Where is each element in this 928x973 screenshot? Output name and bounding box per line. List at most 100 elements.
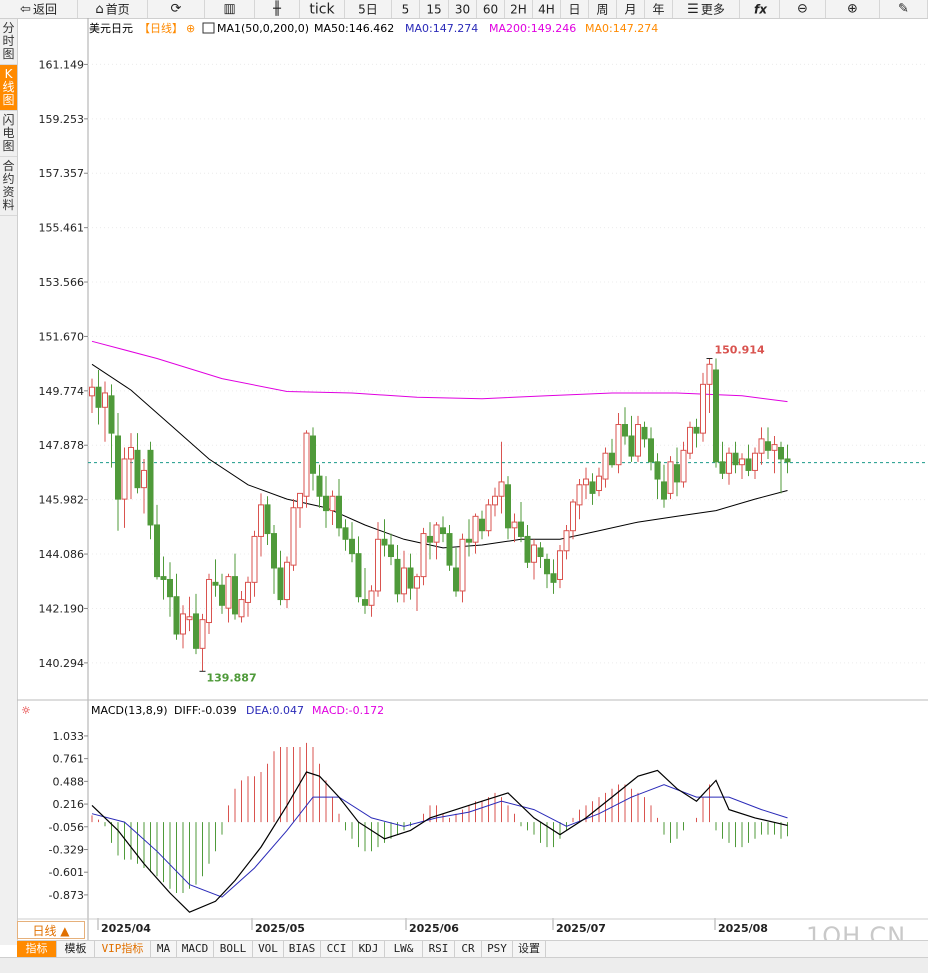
candle-body (407, 567, 414, 589)
candle-body (271, 533, 277, 569)
candlestick-chart[interactable]: 161.149 159.253 157.357 155.461 153.566 151.6… (17, 18, 928, 940)
candle-body (693, 426, 700, 434)
toolbar-button-16[interactable]: 年 (645, 0, 673, 18)
indicator-tab-4[interactable]: MACD (177, 941, 214, 957)
toolbar-button-5[interactable]: tick (300, 0, 345, 18)
toolbar-label: 30 (454, 2, 471, 17)
indicator-tab-2[interactable]: VIP指标 (95, 941, 151, 957)
indicator-tab-6[interactable]: VOL (253, 941, 284, 957)
candle-body (758, 438, 765, 454)
period-button[interactable]: 日线 ▲ (17, 921, 85, 939)
toolbar-button-20[interactable]: ⊕ (826, 0, 880, 18)
candle (687, 421, 693, 459)
sidebar-tab-0[interactable]: 分时图 (0, 19, 17, 65)
y-tick-label: 157.357 (39, 167, 85, 180)
toolbar-button-19[interactable]: ⊖ (780, 0, 826, 18)
candle (134, 433, 141, 494)
macd-chart[interactable]: 1.033 0.761 0.488 0.216 -0.056 -0.329 -0.601 -0… (17, 730, 928, 935)
macd-diff: DIFF:-0.039 (174, 704, 237, 717)
toolbar-button-2[interactable]: ⟳ (148, 0, 205, 18)
candle-body (303, 432, 310, 497)
toolbar-label: 4H (538, 2, 555, 17)
candle-body (700, 383, 706, 434)
candle-body (726, 452, 732, 474)
toolbar-button-7[interactable]: 5 (392, 0, 420, 18)
candle (219, 573, 225, 614)
candle-body (258, 504, 264, 537)
candle-body (706, 363, 713, 385)
candle-body (342, 527, 349, 540)
candle (258, 493, 264, 557)
sidebar-tab-3[interactable]: 合约资料 (0, 157, 17, 216)
candle-body (147, 449, 154, 526)
candle-body (310, 435, 316, 474)
toolbar-button-10[interactable]: 60 (477, 0, 505, 18)
candle (407, 553, 414, 600)
candle-body (368, 590, 375, 606)
indicator-tab-8[interactable]: CCI (321, 941, 353, 957)
candle-body (264, 504, 271, 535)
macd-settings-icon[interactable]: ☼ (21, 704, 31, 717)
indicator-tab-11[interactable]: RSI (423, 941, 455, 957)
candle-body (622, 424, 628, 437)
toolbar-button-0[interactable]: ⇦ 返回 (0, 0, 78, 18)
toolbar-button-9[interactable]: 30 (449, 0, 477, 18)
candle (719, 441, 726, 480)
candle (739, 453, 745, 480)
candle (752, 447, 758, 480)
candle-body (186, 616, 193, 621)
toolbar-button-1[interactable]: ⌂ 首页 (78, 0, 148, 18)
candle (251, 530, 258, 597)
toolbar-button-8[interactable]: 15 (420, 0, 449, 18)
candle-body (784, 458, 791, 463)
candle (609, 438, 615, 468)
candle (771, 436, 778, 474)
bar-chart-icon: ▥ (223, 1, 236, 17)
candle-body (661, 481, 667, 500)
candle (531, 539, 537, 580)
sidebar-tab-2[interactable]: 闪电图 (0, 111, 17, 157)
indicator-tab-7[interactable]: BIAS (284, 941, 321, 957)
indicator-tab-14[interactable]: 设置 (513, 941, 546, 957)
candle-body (557, 550, 563, 580)
sidebar-tab-1[interactable]: K线图 (0, 65, 17, 111)
toolbar-button-17[interactable]: ☰ 更多 (673, 0, 740, 18)
indicator-tab-5[interactable]: BOLL (214, 941, 253, 957)
candle-body (537, 547, 544, 558)
toolbar-button-12[interactable]: 4H (533, 0, 561, 18)
y-tick-label: 149.774 (39, 385, 85, 398)
legend-settings-icon[interactable]: ⊕ (186, 22, 195, 35)
toolbar-button-14[interactable]: 周 (589, 0, 617, 18)
indicator-tab-1[interactable]: 模板 (57, 941, 95, 957)
indicator-tab-9[interactable]: KDJ (353, 941, 385, 957)
candle-body (388, 544, 394, 558)
candle (674, 447, 680, 497)
candle (654, 453, 661, 500)
candle-body (401, 567, 407, 595)
indicator-tab-10[interactable]: LW& (385, 941, 423, 957)
toolbar-button-18[interactable]: fx (740, 0, 780, 18)
toolbar-button-3[interactable]: ▥ (205, 0, 255, 18)
x-tick-label: 2025/04 (101, 922, 151, 935)
legend-period[interactable]: 【日线】 (139, 21, 183, 35)
toolbar-button-13[interactable]: 日 (561, 0, 589, 18)
candle-body (602, 452, 609, 480)
indicator-tab-3[interactable]: MA (151, 941, 177, 957)
candle-body (316, 475, 323, 497)
toolbar-button-15[interactable]: 月 (617, 0, 645, 18)
indicator-tab-0[interactable]: 指标 (17, 941, 57, 957)
candle-body (524, 535, 531, 563)
toolbar-button-6[interactable]: 5日 (345, 0, 392, 18)
candle-body (284, 561, 290, 601)
legend-indicator-icon[interactable] (202, 22, 215, 34)
toolbar-label: 2H (510, 2, 527, 17)
candle-body (472, 515, 479, 543)
indicator-tab-12[interactable]: CR (455, 941, 482, 957)
candle (297, 492, 303, 528)
toolbar-button-11[interactable]: 2H (505, 0, 533, 18)
candle (108, 384, 115, 468)
candle (693, 418, 700, 448)
toolbar-button-4[interactable]: ╫ (255, 0, 300, 18)
indicator-tab-13[interactable]: PSY (482, 941, 513, 957)
candle-body (180, 613, 186, 635)
